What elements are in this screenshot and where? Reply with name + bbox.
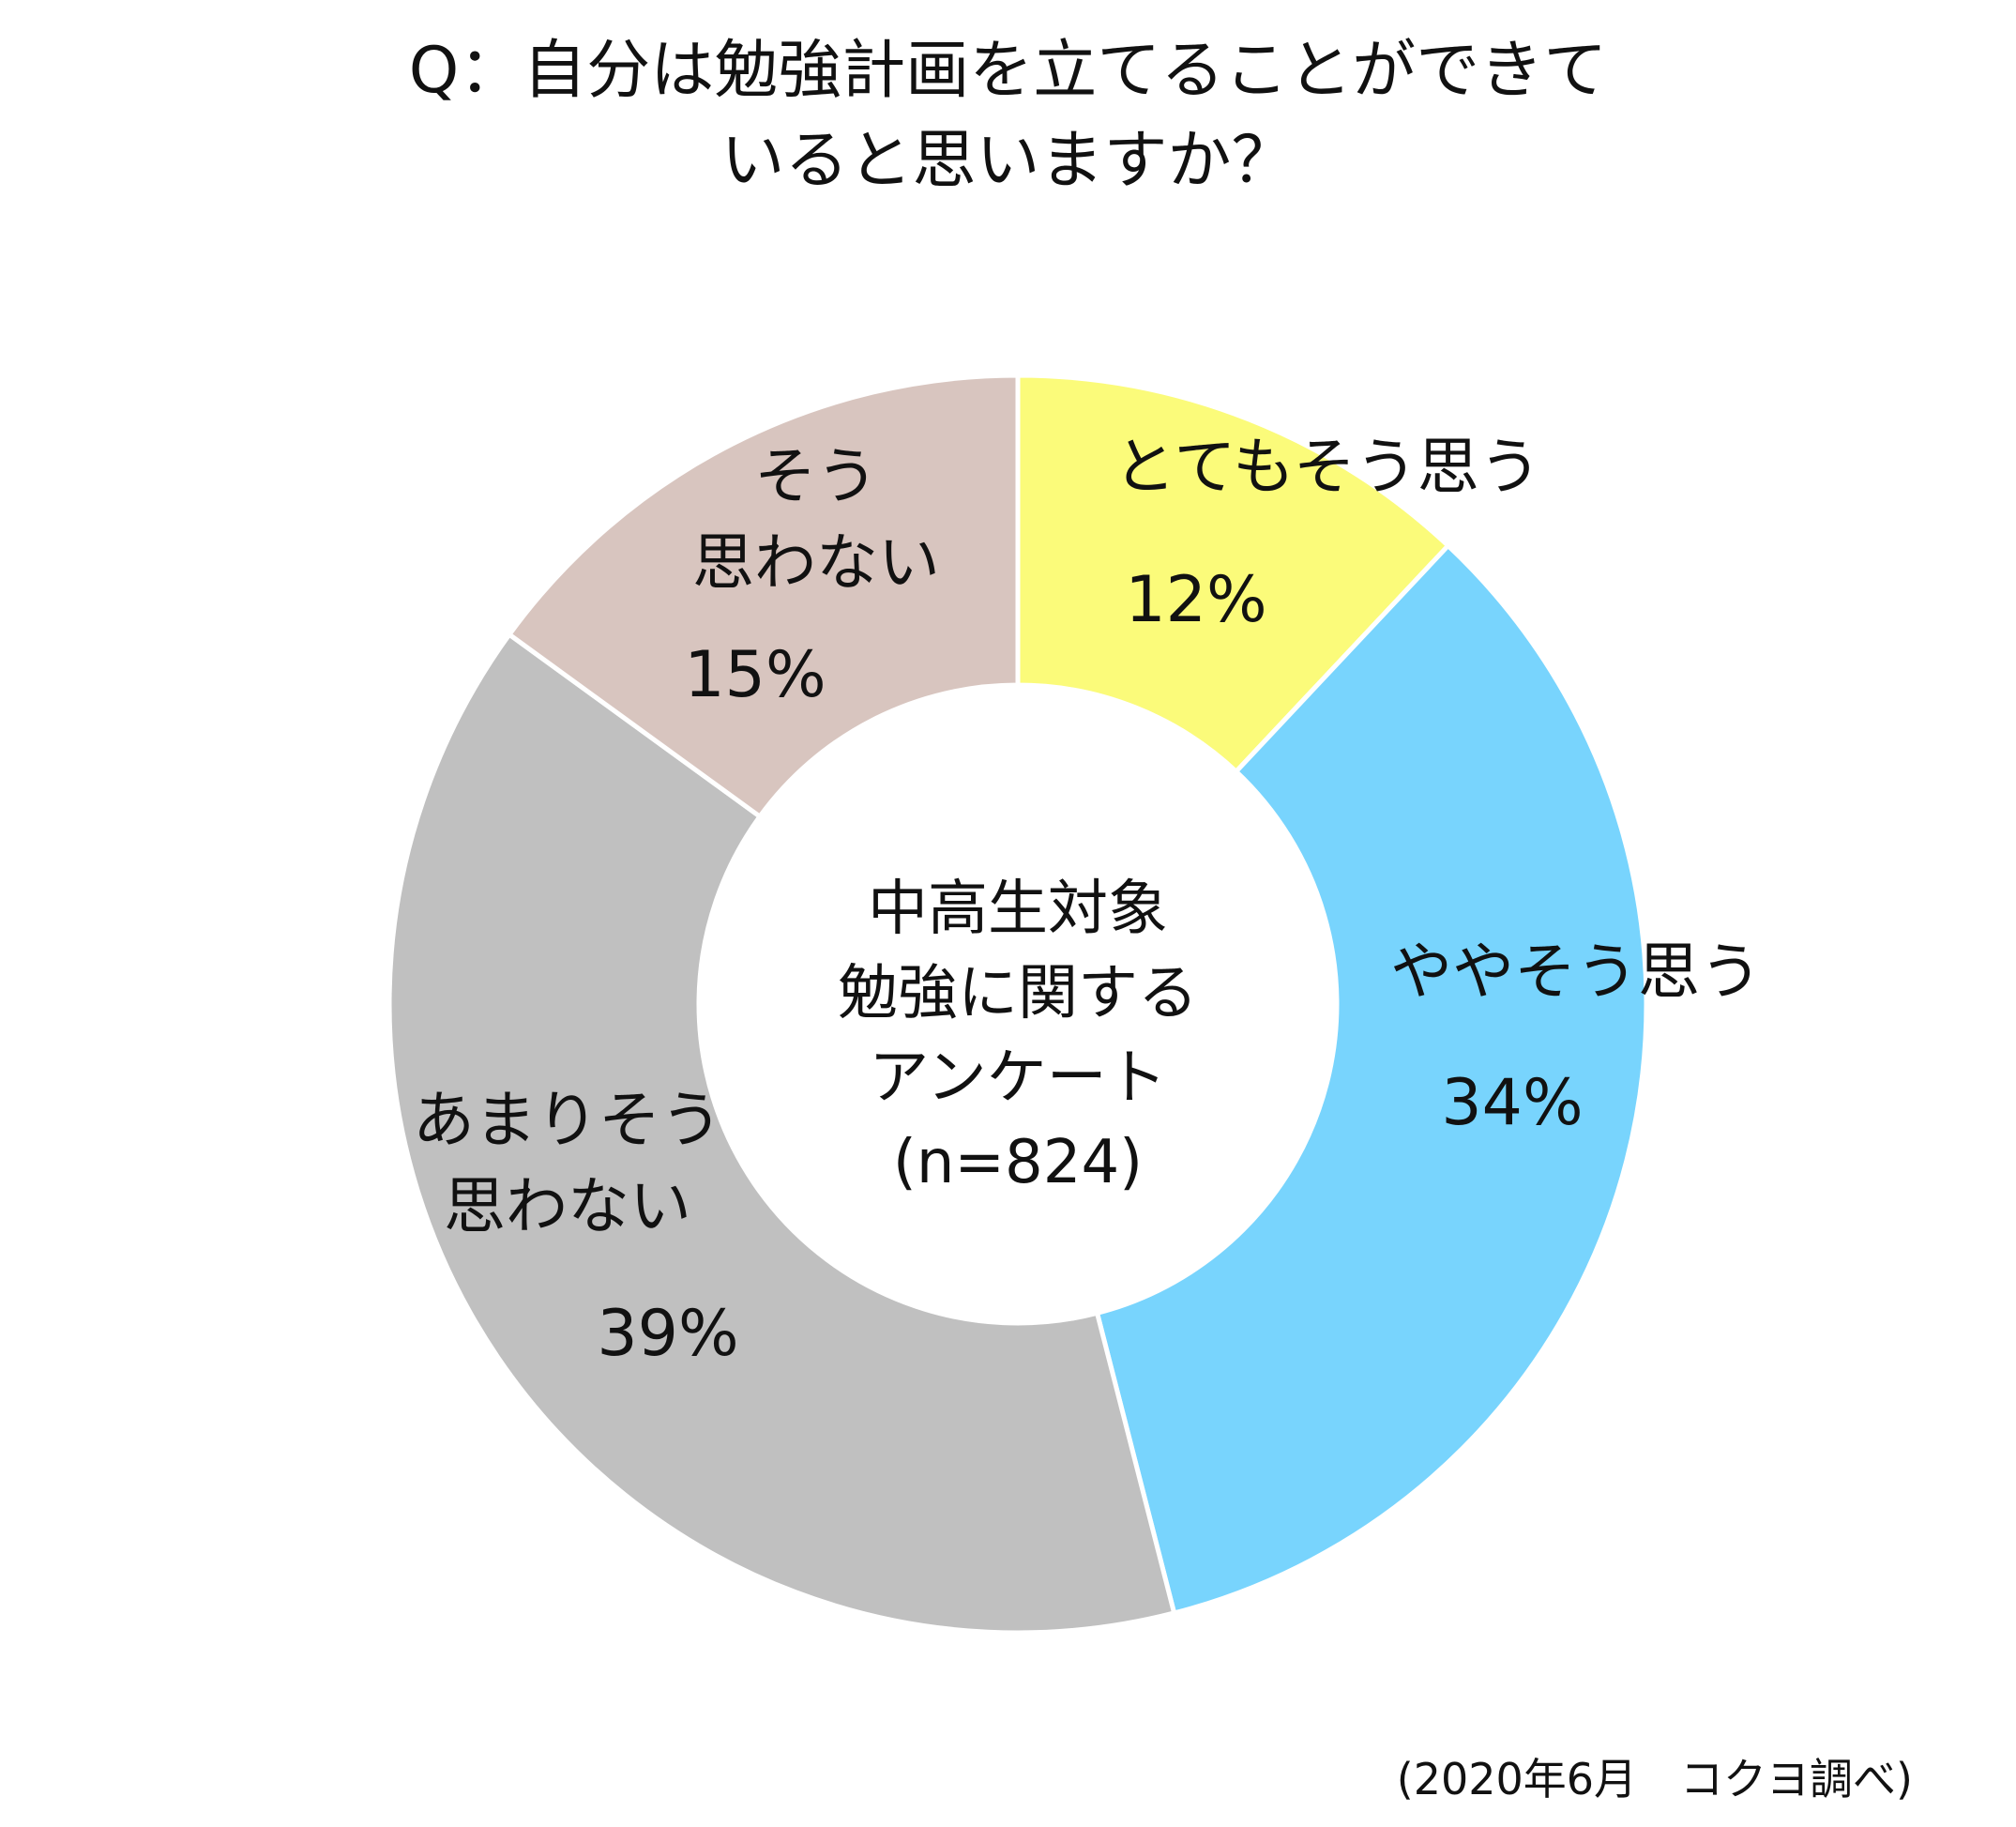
center-label-line: 中高生対象 [868, 875, 1168, 944]
slice-value-label: 15% [684, 638, 826, 712]
donut-slice [506, 373, 1021, 820]
donut-slice [1094, 542, 1649, 1616]
donut-slice [1015, 373, 1452, 775]
slice-category-label: ややそう思う [1390, 936, 1762, 1008]
slice-value-label: 39% [597, 1297, 738, 1371]
slice-category-label: そう [754, 440, 878, 512]
donut-slice [387, 631, 1177, 1636]
donut-slices [387, 373, 1649, 1636]
slice-value-label: 12% [1125, 563, 1266, 637]
chart-title: Q：自分は勉強計画を立てることができて いると思いますか？ [0, 26, 2016, 206]
center-label-line: 勉強に関する [838, 959, 1198, 1028]
slice-category-label: 思わない [444, 1170, 691, 1242]
slice-category-label: あまりそう [413, 1084, 722, 1156]
slice-category-label: 思わない [692, 526, 940, 599]
slice-value-label: 34% [1441, 1066, 1583, 1140]
chart-title-line-2: いると思いますか？ [720, 124, 1296, 198]
source-note: (2020年6月 コクヨ調べ) [1396, 1754, 1913, 1804]
slice-category-label: とてもそう思う [1114, 431, 1540, 503]
chart-title-line-1: Q：自分は勉強計画を立てることができて [408, 34, 1608, 108]
center-label-line: (n=824) [893, 1128, 1143, 1197]
center-label-line: アンケート [869, 1043, 1166, 1113]
